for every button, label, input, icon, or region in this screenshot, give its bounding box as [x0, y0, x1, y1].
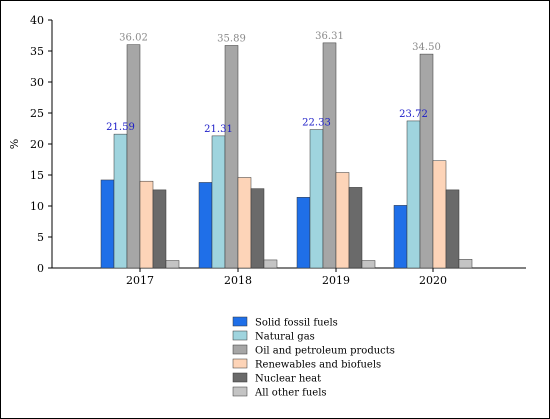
bar-solid-fossil-fuels-2017	[100, 179, 115, 269]
data-label-oil-and-petroleum-products: 34.50	[412, 42, 441, 53]
data-label-oil-and-petroleum-products: 36.02	[119, 33, 148, 44]
legend-swatch	[232, 358, 248, 369]
bar-natural-gas-2020	[406, 120, 421, 269]
bar-solid-fossil-fuels-2020	[393, 205, 408, 269]
y-tick-label: 20	[30, 138, 44, 151]
legend-label: Nuclear heat	[255, 374, 321, 385]
data-labels: 21.59 21.31 22.33 23.72 36.02 35.89 36.31 34.50	[106, 31, 441, 135]
bar-natural-gas-2017	[113, 133, 128, 269]
legend-label: Oil and petroleum products	[255, 346, 395, 357]
bar-nuclear-heat-2020	[445, 189, 460, 269]
y-tick-label: 5	[37, 231, 44, 244]
y-tick-label: 35	[30, 45, 44, 58]
x-tick-label: 2018	[224, 274, 252, 287]
bar-solid-fossil-fuels-2019	[296, 197, 311, 269]
bar-solid-fossil-fuels-2018	[198, 182, 213, 269]
bar-oil-and-petroleum-products-2019	[322, 42, 337, 269]
legend-swatch	[232, 344, 248, 355]
bar-renewables-and-biofuels-2019	[335, 172, 350, 269]
bar-oil-and-petroleum-products-2018	[224, 45, 239, 269]
bar-renewables-and-biofuels-2018	[237, 177, 252, 269]
bar-renewables-and-biofuels-2017	[139, 180, 154, 269]
legend-label: Renewables and biofuels	[255, 360, 381, 371]
x-tick-label: 2017	[126, 274, 154, 287]
bar-all-other-fuels-2017	[165, 260, 180, 269]
bar-nuclear-heat-2019	[348, 187, 363, 269]
bar-all-other-fuels-2020	[458, 259, 473, 269]
bars	[100, 42, 473, 269]
data-label-natural-gas: 23.72	[399, 109, 428, 120]
y-tick-label: 40	[30, 14, 44, 27]
legend-swatch	[232, 330, 248, 341]
bar-oil-and-petroleum-products-2020	[419, 53, 434, 269]
data-label-oil-and-petroleum-products: 36.31	[315, 31, 344, 42]
data-label-natural-gas: 21.31	[204, 124, 233, 135]
x-ticks: 2017 2018 2019 2020	[126, 268, 447, 287]
y-ticks: 0 5 10 15 20 25 30 35 40	[30, 14, 52, 275]
x-tick-label: 2019	[322, 274, 350, 287]
legend-label: All other fuels	[254, 388, 327, 399]
legend-swatch	[232, 372, 248, 383]
x-tick-label: 2020	[419, 274, 447, 287]
bar-all-other-fuels-2019	[361, 260, 376, 269]
y-tick-label: 10	[30, 200, 44, 213]
bar-renewables-and-biofuels-2020	[432, 160, 447, 269]
bar-nuclear-heat-2017	[152, 189, 167, 269]
legend-label: Natural gas	[255, 332, 315, 343]
y-tick-label: 0	[37, 262, 44, 275]
bar-nuclear-heat-2018	[250, 188, 265, 269]
data-label-oil-and-petroleum-products: 35.89	[217, 33, 246, 44]
legend: Solid fossil fuels Natural gas Oil and pet…	[232, 316, 395, 399]
y-tick-label: 25	[30, 107, 44, 120]
bar-natural-gas-2019	[309, 129, 324, 269]
y-axis-label: %	[8, 139, 21, 149]
legend-swatch	[232, 386, 248, 397]
legend-swatch	[232, 316, 248, 327]
y-tick-label: 30	[30, 76, 44, 89]
bar-natural-gas-2018	[211, 135, 226, 269]
legend-label: Solid fossil fuels	[255, 318, 338, 329]
data-label-natural-gas: 21.59	[106, 122, 135, 133]
bar-oil-and-petroleum-products-2017	[126, 44, 141, 269]
y-tick-label: 15	[30, 169, 44, 182]
bar-all-other-fuels-2018	[263, 259, 278, 269]
data-label-natural-gas: 22.33	[302, 118, 331, 129]
